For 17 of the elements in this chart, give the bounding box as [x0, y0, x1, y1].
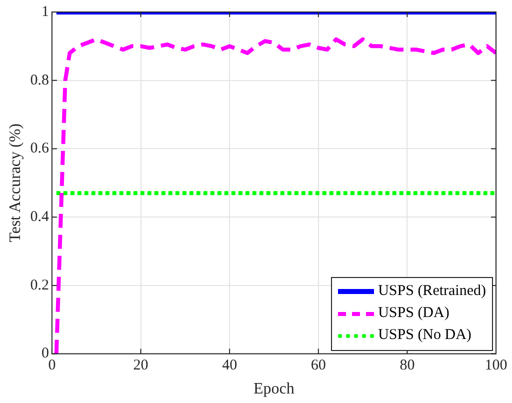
x-tick-label: 80	[400, 358, 415, 374]
line-series	[54, 37, 496, 354]
y-tick-label: 1	[41, 4, 49, 20]
y-tick-label: 0.8	[30, 72, 49, 88]
x-tick-label: 100	[484, 358, 508, 374]
y-tick-label: 0.6	[30, 140, 50, 157]
y-tick-label: 0.4	[30, 209, 50, 226]
legend-label: USPS (No DA)	[378, 327, 472, 344]
x-tick-label: 40	[222, 358, 238, 374]
y-axis-title: Test Accuracy (%)	[6, 123, 24, 242]
legend-label: USPS (Retrained)	[378, 283, 486, 300]
y-tick-label: 0	[41, 346, 49, 362]
y-tick-label: 0.2	[30, 277, 49, 294]
x-tick-label: 60	[310, 358, 326, 374]
legend-label: USPS (DA)	[378, 305, 450, 322]
x-tick-label: 20	[133, 358, 148, 374]
x-axis-title: Epoch	[254, 380, 294, 398]
